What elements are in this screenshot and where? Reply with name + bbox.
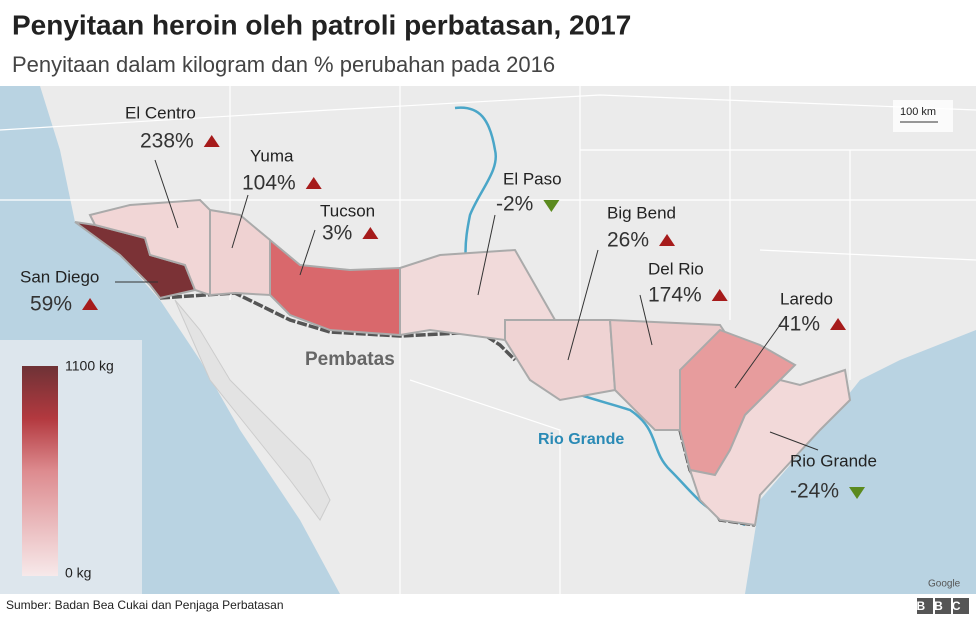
sector-name: Tucson <box>320 201 375 220</box>
trend-arrow <box>849 487 866 499</box>
sector-name: Del Rio <box>648 259 704 278</box>
sector-area <box>88 198 211 297</box>
legend-box <box>0 340 142 594</box>
legend-scale <box>22 366 58 576</box>
sector-change: 3% <box>322 222 352 245</box>
scale-label: 100 km <box>900 106 936 118</box>
source: Sumber: Badan Bea Cukai dan Penjaga Perb… <box>6 598 284 612</box>
sector-name: Big Bend <box>607 203 676 222</box>
legend-min: 0 kg <box>65 565 91 581</box>
sector-change: -24% <box>790 480 839 503</box>
sector-name: El Paso <box>503 169 562 188</box>
basemap <box>0 86 976 600</box>
border-label: Pembatas <box>305 349 395 370</box>
sector-name: San Diego <box>20 267 99 286</box>
sectors <box>74 198 852 527</box>
trend-arrow <box>711 289 728 301</box>
sector-area <box>688 368 852 527</box>
sector-change: 238% <box>140 130 194 153</box>
sector-change: 41% <box>778 313 820 336</box>
trend-arrow <box>543 200 560 212</box>
logo-text: BBC <box>917 599 970 613</box>
trend-arrow <box>659 234 676 246</box>
river-label: Rio Grande <box>538 431 624 448</box>
subtitle: Penyitaan dalam kilogram dan % perubahan… <box>12 52 555 77</box>
sector-change: 104% <box>242 172 296 195</box>
sector-name: El Centro <box>125 103 196 122</box>
trend-arrow <box>305 177 322 189</box>
attribution: Google <box>928 579 961 590</box>
sector-change: 26% <box>607 229 649 252</box>
trend-arrow <box>830 318 847 330</box>
sector-name: Laredo <box>780 289 833 308</box>
leader-lines <box>115 159 819 451</box>
trend-arrow <box>82 298 99 310</box>
trend-arrow <box>362 227 379 239</box>
title: Penyitaan heroin oleh patroli perbatasan… <box>12 9 631 40</box>
legend-max: 1100 kg <box>65 358 114 374</box>
logo <box>917 598 969 614</box>
trend-arrow <box>203 135 220 147</box>
sector-change: 59% <box>30 293 72 316</box>
sector-change: 174% <box>648 284 702 307</box>
sector-name: Yuma <box>250 146 294 165</box>
sector-name: Rio Grande <box>790 451 877 470</box>
sector-change: -2% <box>496 193 533 216</box>
scale-box <box>893 100 953 132</box>
